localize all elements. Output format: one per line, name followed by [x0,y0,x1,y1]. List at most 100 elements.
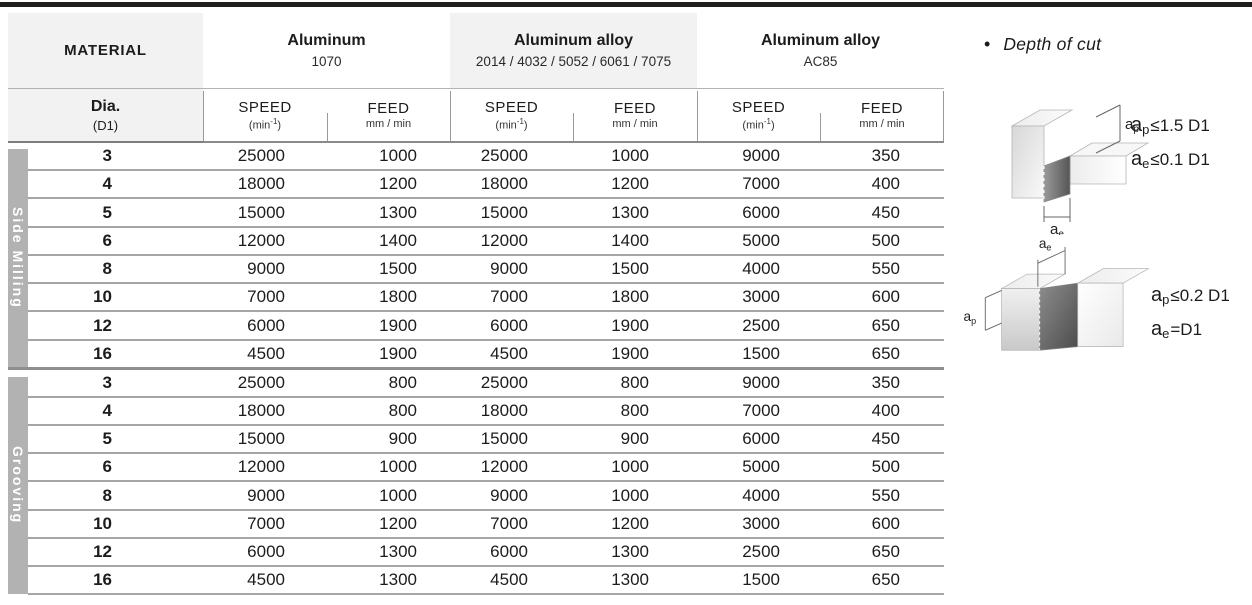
speed-ac85-value: 3000 [697,283,821,313]
speed-1070-value: 25000 [203,367,327,399]
speed-alloy-value: 18000 [450,170,573,200]
dia-value: 4 [28,170,203,200]
speed-alloy-value: 12000 [450,453,573,483]
feed-1070-value: 1800 [327,283,450,313]
table-row: 8 9000 1500 9000 1500 4000 550 [8,254,945,285]
feed-ac85-value: 650 [820,339,945,370]
grooving-depth-diagram: ae ap [964,236,1150,351]
speed-1070-value: 12000 [203,453,327,483]
feed-alloy-value: 1000 [573,142,698,172]
speed-header-ac85: SPEED (min-1) [697,88,821,143]
cut-face [1043,155,1071,203]
table-row: 4 18000 800 18000 800 7000 400 [8,397,945,427]
speed-alloy-value: 15000 [450,425,573,455]
feed-ac85-value: 650 [820,565,945,596]
feed-alloy-value: 800 [573,367,698,399]
formula-ap: a p ≤1.5 D1 [1131,114,1210,137]
feed-alloy-value: 1400 [573,226,698,256]
speed-ac85-value: 2500 [697,537,821,567]
feed-ac85-value: 600 [820,283,945,313]
workpiece-front-face [1011,125,1045,199]
dia-value: 8 [28,481,203,511]
table-row: 6 12000 1000 12000 1000 5000 500 [8,453,945,483]
feed-ac85-value: 650 [820,537,945,567]
feed-alloy-value: 1000 [573,453,698,483]
feed-1070-value: 1900 [327,311,450,341]
feed-ac85-value: 550 [820,481,945,511]
feed-1070-value: 1200 [327,509,450,539]
feed-ac85-value: 450 [820,425,945,455]
table-row: 10 7000 1800 7000 1800 3000 600 [8,283,945,313]
table-row: 12 6000 1900 6000 1900 2500 650 [8,311,945,341]
table-row: 8 9000 1000 9000 1000 4000 550 [8,481,945,511]
feed-ac85-value: 450 [820,198,945,228]
feed-1070-value: 1300 [327,198,450,228]
formula-ae: a e =D1 [1151,318,1203,341]
left-block-front-face [1001,288,1041,351]
speed-1070-value: 18000 [203,170,327,200]
feed-ac85-value: 350 [820,142,945,172]
dia-value: 10 [28,509,203,539]
feed-alloy-value: 1900 [573,311,698,341]
side-milling-formulas: a p ≤1.5 D1 a e ≤0.1 D1 [1131,108,1210,176]
speed-ac85-value: 6000 [697,425,821,455]
table-row: 5 15000 1300 15000 1300 6000 450 [8,198,945,228]
speed-1070-value: 25000 [203,142,327,172]
speed-alloy-value: 18000 [450,397,573,427]
dia-header: Dia. (D1) [8,88,203,143]
material-name: Aluminum alloy [513,32,634,49]
speed-1070-value: 9000 [203,481,327,511]
feed-alloy-value: 900 [573,425,698,455]
table-row: Side Milling 3 25000 1000 25000 1000 9000 350 [8,142,945,367]
right-block-front-face [1077,282,1124,347]
feed-alloy-value: 1200 [573,509,698,539]
feed-ac85-value: 600 [820,509,945,539]
feed-1070-value: 1300 [327,537,450,567]
feed-alloy-value: 800 [573,397,698,427]
speed-alloy-value: 25000 [450,367,573,399]
speed-alloy-value: 6000 [450,537,573,567]
material-header: MATERIAL [8,13,203,89]
speed-alloy-value: 6000 [450,311,573,341]
feed-1070-value: 1300 [327,565,450,596]
speed-ac85-value: 9000 [697,142,821,172]
feed-1070-value: 1000 [327,142,450,172]
feed-header-ac85: FEED mm / min [820,88,945,143]
speed-1070-value: 9000 [203,254,327,285]
table-row: Grooving 3 25000 800 25000 800 9000 350 [8,367,945,594]
dia-value: 12 [28,311,203,341]
speed-alloy-value: 25000 [450,142,573,172]
grooving-formulas: a p ≤0.2 D1 a e =D1 [1151,278,1230,346]
feed-alloy-value: 1300 [573,198,698,228]
formula-ap: a p ≤0.2 D1 [1151,284,1230,307]
groove-inner-face [1039,282,1079,351]
side-milling-depth-diagram: ap ae [1010,104,1150,235]
speed-ac85-value: 9000 [697,367,821,399]
feed-ac85-value: 650 [820,311,945,341]
feed-1070-value: 1400 [327,226,450,256]
feed-1070-value: 1000 [327,481,450,511]
speed-1070-value: 6000 [203,537,327,567]
material-grades: 1070 [311,54,342,69]
ap-dimension-label: ap [964,309,977,326]
speed-header-alloy: SPEED (min-1) [450,88,573,143]
feed-header-1070: FEED mm / min [327,88,450,143]
cutting-conditions-table: MATERIAL Aluminum 1070 Aluminum alloy 20… [8,13,945,596]
speed-1070-value: 15000 [203,425,327,455]
right-block-top-face [1076,268,1150,284]
speed-1070-value: 18000 [203,397,327,427]
ap-dimension-label: ap [1125,116,1139,135]
material-name: Aluminum [287,32,366,49]
feed-alloy-value: 1300 [573,537,698,567]
feed-alloy-value: 1800 [573,283,698,313]
bullet-icon: • [984,34,991,54]
feed-1070-value: 1900 [327,339,450,370]
feed-ac85-value: 350 [820,367,945,399]
feed-ac85-value: 500 [820,226,945,256]
material-group-aluminum-alloy: Aluminum alloy 2014 / 4032 / 5052 / 6061… [450,13,698,89]
dia-value: 10 [28,283,203,313]
dia-value: 6 [28,226,203,256]
speed-ac85-value: 5000 [697,453,821,483]
speed-ac85-value: 1500 [697,339,821,370]
dia-value: 12 [28,537,203,567]
